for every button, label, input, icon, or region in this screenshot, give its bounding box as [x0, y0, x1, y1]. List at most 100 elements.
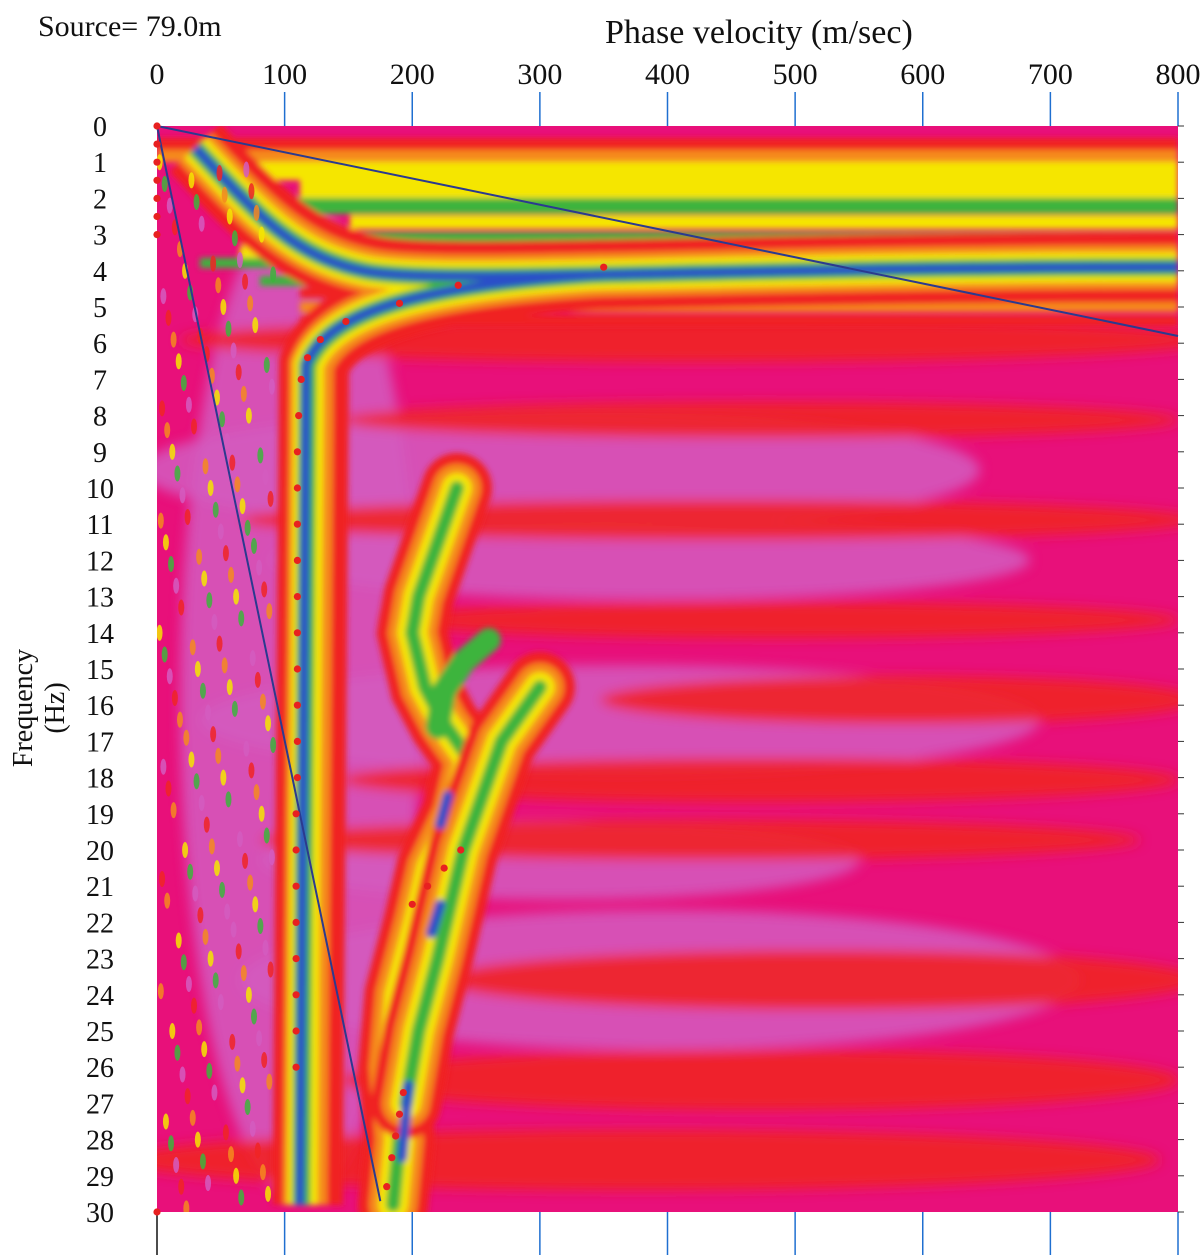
heat-noise-speck [219, 881, 226, 898]
heat-noise-speck [238, 610, 245, 627]
y-tick-label: 20 [86, 836, 114, 867]
heat-noise-speck [199, 1153, 206, 1170]
heat-noise-speck [240, 965, 247, 982]
dispersion-pick-point [292, 991, 300, 999]
dispersion-pick-point [153, 122, 161, 130]
heat-noise-speck [210, 255, 217, 272]
heat-noise-speck [159, 400, 166, 417]
heat-noise-speck [159, 870, 166, 887]
heat-noise-speck [247, 295, 254, 312]
y-tick-label: 5 [93, 293, 107, 324]
heat-noise-speck [166, 668, 173, 685]
y-tick-label: 15 [86, 655, 114, 686]
higher-mode-pick-point [399, 1088, 407, 1097]
heat-noise-speck [265, 1185, 272, 1202]
heat-band [350, 215, 1178, 229]
dispersion-pick-point [153, 1208, 161, 1216]
heat-noise-speck [215, 277, 222, 294]
heat-noise-speck [231, 230, 238, 247]
heat-noise-speck [170, 802, 177, 819]
heat-noise-speck [222, 1124, 229, 1141]
heat-noise-speck [198, 794, 205, 811]
y-tick-label: 6 [93, 329, 107, 360]
y-tick-label: 27 [86, 1089, 114, 1120]
heat-noise-speck [201, 1041, 208, 1058]
heat-noise-speck [256, 559, 263, 576]
heat-noise-speck [206, 592, 213, 609]
y-tick-label: 23 [86, 945, 114, 976]
dispersion-pick-point [342, 317, 350, 326]
heat-noise-speck [168, 556, 175, 573]
heat-noise-speck [220, 769, 227, 786]
heat-noise-speck [207, 480, 214, 496]
heat-noise-speck [256, 1030, 263, 1047]
heat-noise-speck [245, 407, 252, 424]
heat-band [157, 138, 1178, 150]
heat-noise-speck [228, 566, 235, 583]
dispersion-pick-point [293, 556, 301, 565]
heat-noise-speck [252, 317, 259, 334]
heat-noise-speck [168, 1135, 175, 1152]
heat-noise-speck [234, 1055, 241, 1072]
heat-noise-speck [220, 299, 227, 315]
heat-noise-speck [236, 831, 243, 848]
heat-noise-speck [191, 418, 198, 435]
y-tick-label: 30 [86, 1198, 114, 1229]
dispersion-pick-point [454, 281, 462, 289]
dispersion-pick-point [153, 231, 161, 239]
x-tick-label: 700 [1028, 58, 1073, 91]
heat-noise-speck [242, 852, 249, 869]
higher-mode-band [425, 628, 501, 739]
heat-noise-speck [262, 939, 269, 956]
dispersion-pick-point [293, 629, 301, 637]
heat-noise-speck [189, 639, 196, 656]
dispersion-pick-point [395, 299, 404, 307]
heat-noise-speck [212, 972, 219, 989]
y-tick-label: 9 [93, 438, 107, 469]
heat-noise-speck [267, 490, 274, 507]
dispersion-pick-point [297, 375, 305, 383]
heat-noise-speck [162, 1113, 169, 1130]
dispersion-pick-point [293, 737, 301, 746]
heat-noise-speck [180, 954, 187, 971]
heat-noise-speck [173, 577, 180, 594]
heat-noise-speck [189, 1109, 196, 1126]
ridge-top [191, 144, 1178, 281]
dispersion-pick-point [293, 484, 301, 492]
y-tick-label: 11 [87, 510, 114, 541]
heat-noise-speck [174, 1044, 181, 1061]
heat-noise-speck [184, 508, 191, 525]
heat-noise-speck [213, 860, 220, 877]
heat-noise-speck [257, 447, 264, 464]
pick-points [153, 122, 608, 1216]
heat-noise-speck [196, 548, 203, 565]
heat-red-band [260, 820, 1140, 860]
heat-noise-speck [222, 545, 229, 562]
higher-mode-pick-point [457, 846, 465, 854]
dispersion-pick-point [295, 412, 303, 420]
heat-noise-speck [171, 689, 178, 706]
heat-noise-speck [169, 443, 176, 460]
heat-noise-speck [178, 1178, 185, 1195]
heat-noise-speck [263, 356, 270, 373]
heat-noise-speck [205, 704, 212, 721]
heat-noise-speck [162, 534, 169, 551]
y-tick-label: 26 [86, 1053, 114, 1084]
higher-mode-pick-point [408, 900, 416, 908]
heat-noise-speck [229, 1033, 236, 1050]
heat-noise-speck [253, 784, 260, 801]
y-tick-label: 28 [86, 1126, 114, 1157]
dispersion-pick-point [153, 176, 161, 184]
x-tick-label: 600 [900, 58, 945, 91]
y-tick-label: 19 [86, 800, 114, 831]
heat-noise-speck [165, 309, 172, 326]
heat-noise-speck [267, 961, 274, 978]
heat-noise-speck [245, 986, 252, 1003]
heat-noise-speck [215, 747, 222, 764]
heat-band [300, 180, 1178, 200]
heat-noise-speck [236, 251, 243, 268]
heat-red-band [600, 676, 1178, 724]
dispersion-pick-point [292, 1027, 300, 1035]
heat-noise-speck [194, 1131, 201, 1148]
heat-noise-speck [216, 635, 223, 652]
